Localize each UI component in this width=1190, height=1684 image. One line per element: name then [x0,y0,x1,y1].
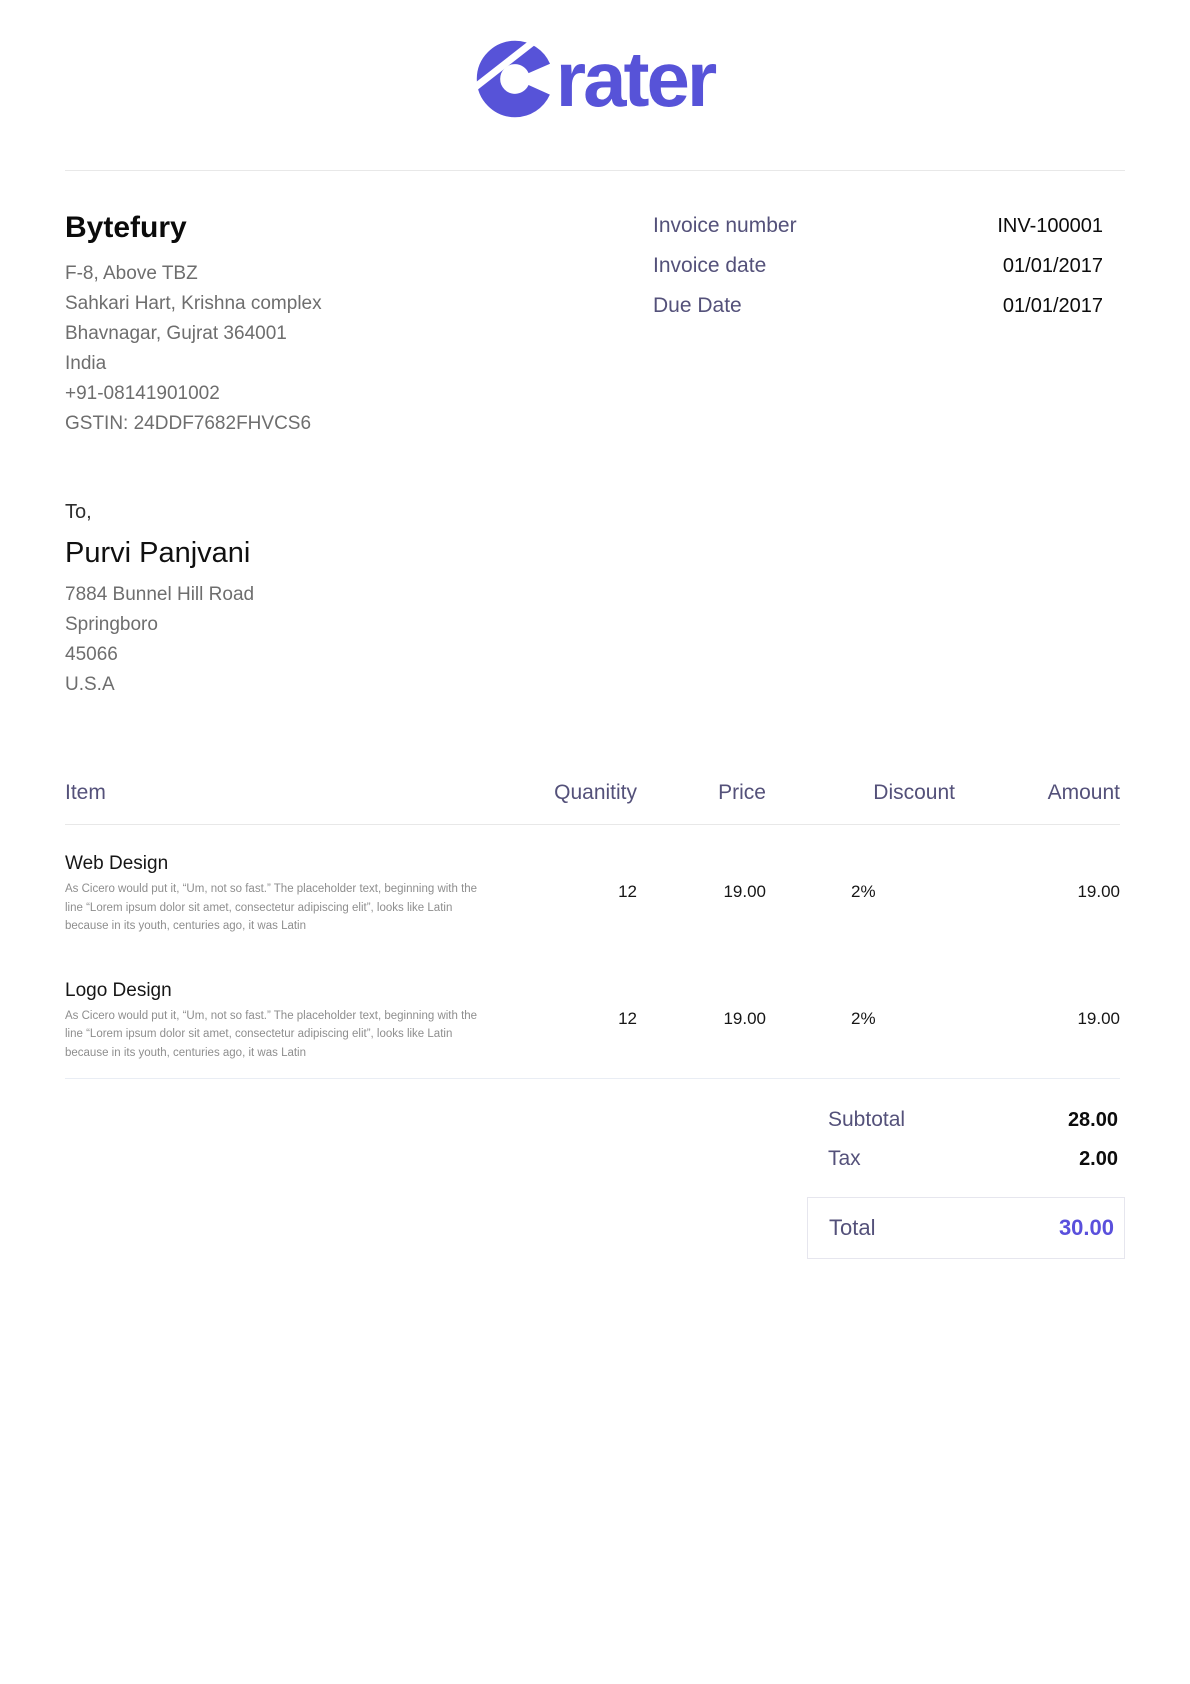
column-header-item: Item [65,781,106,804]
company-address-line: F-8, Above TBZ [65,263,198,284]
subtotal-label: Subtotal [828,1108,906,1131]
tax-label: Tax [828,1147,861,1170]
customer-name: Purvi Panjvani [65,537,251,569]
tax-value: 2.00 [1079,1148,1118,1170]
company-address-line: India [65,353,107,374]
invoice-date-value: 01/01/2017 [1002,255,1103,277]
invoice-date-row: Invoice date 01/01/2017 [653,252,1103,280]
invoice-date-label: Invoice date [653,254,767,277]
items-table-header: Item Quanitity Price Discount Amount [65,778,1120,825]
item-price: 19.00 [723,1008,766,1028]
item-discount: 2% [851,882,876,901]
item-amount: 19.00 [1077,882,1120,901]
grand-total-value: 30.00 [1058,1215,1114,1240]
totals-block: Subtotal 28.00 Tax 2.00 Total 30.00 [807,1106,1125,1259]
item-description: As Cicero would put it, “Um, not so fast… [65,883,478,932]
item-name: Web Design [65,853,169,874]
item-cell: Logo Design As Cicero would put it, “Um,… [65,979,520,1063]
company-phone: +91-08141901002 [65,383,220,404]
column-header-quantity: Quanitity [554,781,637,804]
company-block: Bytefury F-8, Above TBZ Sahkari Hart, Kr… [65,211,495,439]
crater-c-icon [475,40,553,118]
invoice-number-value: INV-100001 [997,215,1103,237]
item-description: As Cicero would put it, “Um, not so fast… [65,1009,478,1059]
customer-address-line: U.S.A [65,674,115,695]
customer-address-line: 45066 [65,644,118,665]
due-date-row: Due Date 01/01/2017 [653,292,1103,320]
company-gstin: GSTIN: 24DDF7682FHVCS6 [65,413,312,434]
column-header-discount: Discount [873,781,955,804]
invoice-number-row: Invoice number INV-100001 [653,212,1103,240]
logo-wordmark: rater [555,35,717,123]
table-row: Web Design As Cicero would put it, “Um, … [65,825,1120,952]
crater-logo: rater [0,40,1190,118]
tax-row: Tax 2.00 [807,1145,1125,1173]
item-amount: 19.00 [1077,1008,1120,1028]
bill-to-block: To, Purvi Panjvani 7884 Bunnel Hill Road… [65,501,495,700]
item-quantity: 12 [618,882,637,901]
subtotal-row: Subtotal 28.00 [807,1106,1125,1134]
item-price: 19.00 [723,882,766,901]
due-date-value: 01/01/2017 [1002,295,1103,317]
company-name: Bytefury [65,211,187,244]
customer-address-line: Springboro [65,614,158,635]
due-date-label: Due Date [653,294,742,317]
column-header-price: Price [718,781,766,804]
grand-total-label: Total [829,1215,876,1240]
item-name: Logo Design [65,979,172,1001]
company-address-line: Bhavnagar, Gujrat 364001 [65,323,287,344]
bill-to-prefix: To, [65,501,92,523]
table-row: Logo Design As Cicero would put it, “Um,… [65,952,1120,1079]
subtotal-value: 28.00 [1067,1109,1118,1131]
item-discount: 2% [851,1008,876,1028]
header-divider [65,170,1125,171]
item-quantity: 12 [618,1008,637,1028]
items-table: Item Quanitity Price Discount Amount Web… [65,778,1120,1079]
company-address-line: Sahkari Hart, Krishna complex [65,293,322,314]
item-cell: Web Design As Cicero would put it, “Um, … [65,852,520,936]
invoice-meta: Invoice number INV-100001 Invoice date 0… [653,212,1103,332]
column-header-amount: Amount [1047,781,1120,804]
grand-total-box: Total 30.00 [807,1197,1125,1259]
invoice-number-label: Invoice number [653,214,797,237]
customer-address-line: 7884 Bunnel Hill Road [65,584,255,605]
